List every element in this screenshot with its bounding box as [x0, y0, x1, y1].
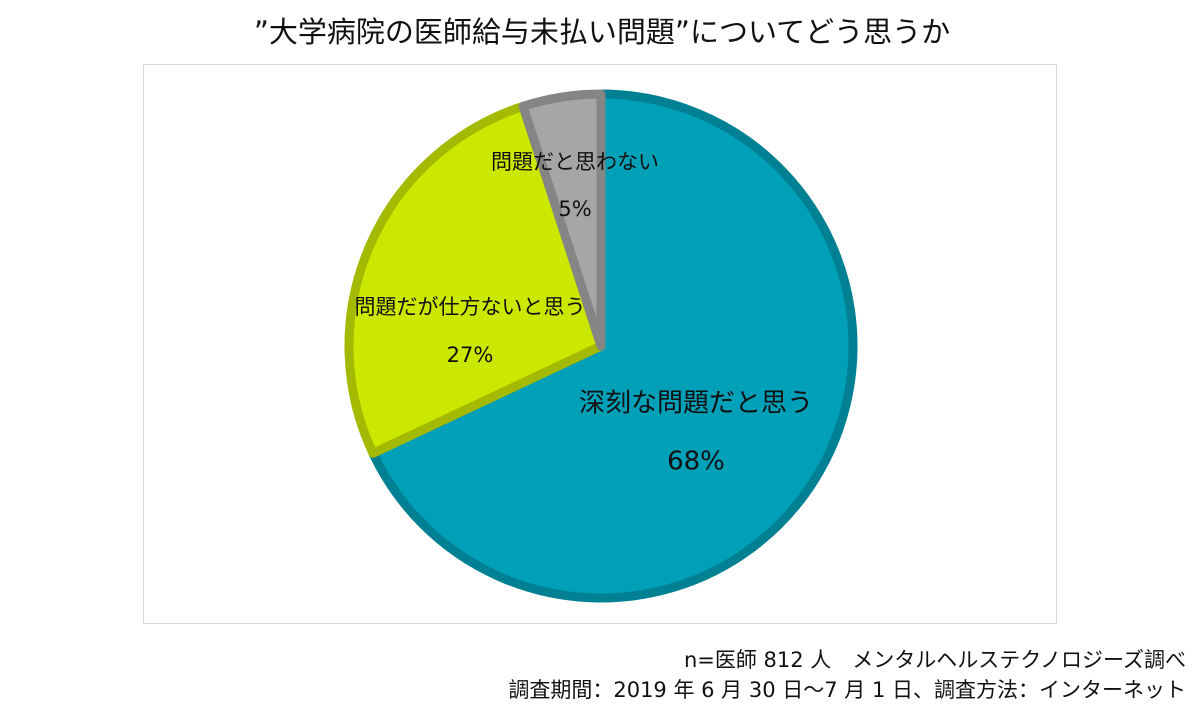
pie-slice-3-value-label: 5%	[558, 197, 591, 221]
pie-slice-1	[368, 89, 858, 603]
pie-slice-1-value-label: 68%	[667, 447, 725, 477]
footnote-sample-source: n=医師 812 人 メンタルヘルステクノロジーズ調べ	[683, 648, 1186, 672]
pie-slice-2	[344, 101, 606, 458]
pie-slice-3-category-label: 問題だと思わない	[491, 150, 659, 174]
pie-slice-1-category-label: 深刻な問題だと思う	[579, 389, 813, 419]
footnote-survey-period-method: 調査期間：2019 年 6 月 30 日〜7 月 1 日、調査方法：インターネッ…	[508, 678, 1186, 702]
chart-title: ”大学病院の医師給与未払い問題”についてどう思うか	[253, 15, 951, 49]
pie-slice-2-category-label: 問題だが仕方ないと思う	[355, 295, 586, 319]
pie-slice-2-value-label: 27%	[447, 343, 494, 367]
pie-slice-3	[518, 89, 606, 351]
plot-area-frame	[143, 64, 1057, 624]
